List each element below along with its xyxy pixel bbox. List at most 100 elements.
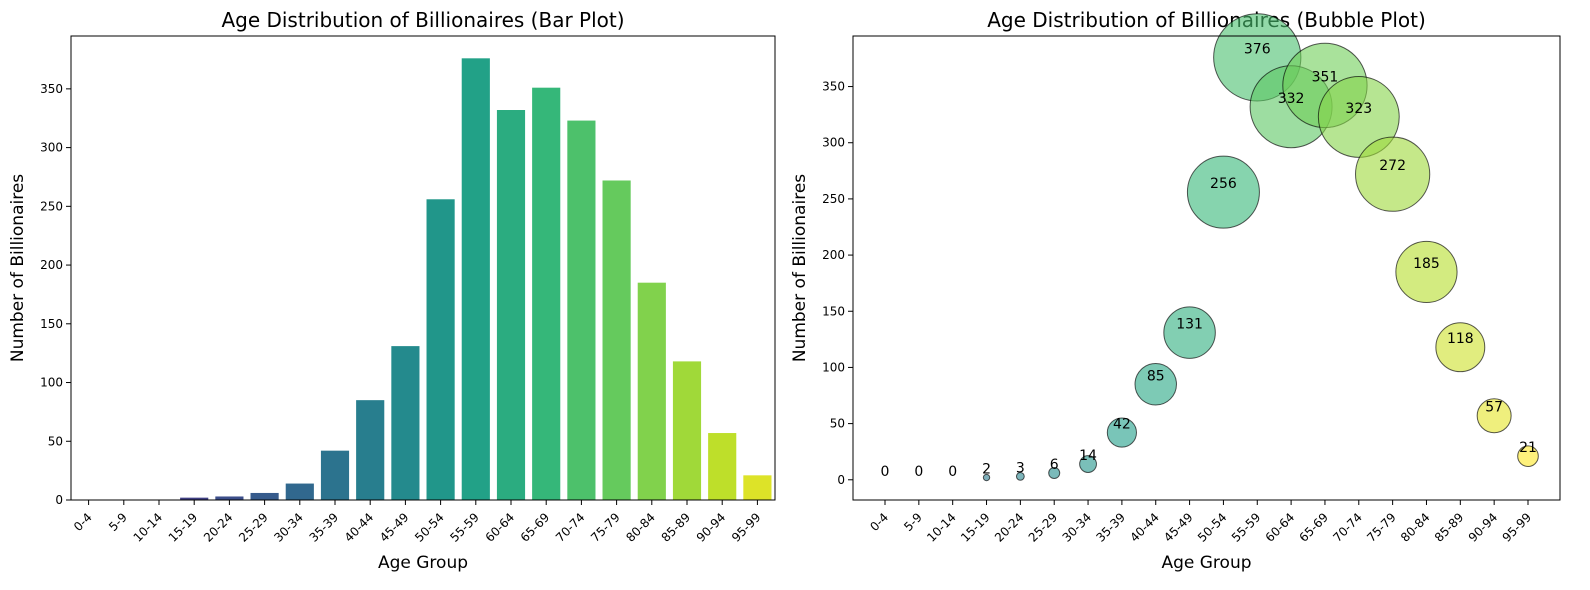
y-tick-label: 150 [822, 304, 845, 318]
bubble [1048, 467, 1061, 480]
bubble-data-label: 21 [1519, 440, 1537, 456]
bubble-data-label: 85 [1147, 368, 1165, 384]
bubble [1355, 136, 1431, 212]
bar [320, 450, 350, 500]
y-tick-label: 0 [55, 493, 63, 507]
bar-chart-bars [180, 58, 772, 501]
bubble [1079, 455, 1097, 473]
bubble-data-label: 42 [1113, 417, 1131, 433]
bubble [1163, 306, 1216, 359]
x-tick-label: 40-44 [342, 510, 377, 545]
x-tick-label: 5-9 [901, 510, 925, 534]
x-tick-label: 70-74 [1330, 510, 1365, 545]
bar [743, 475, 772, 500]
x-tick-label: 65-69 [1297, 510, 1332, 545]
bubble [1134, 363, 1177, 406]
y-tick-label: 250 [40, 199, 63, 213]
x-tick-label: 95-99 [1500, 510, 1535, 545]
bar [356, 400, 385, 500]
x-tick-label: 45-49 [377, 510, 412, 545]
bubble-chart-y-axis-label: Number of Billionaires [790, 174, 810, 362]
bar-chart-y-axis-label: Number of Billionaires [8, 174, 28, 362]
bar [285, 483, 314, 500]
x-tick-label: 15-19 [958, 510, 993, 545]
x-tick-label: 95-99 [729, 510, 764, 545]
y-tick-label: 350 [822, 80, 845, 94]
x-tick-label: 60-64 [1263, 510, 1298, 545]
bar [391, 346, 420, 500]
plot-frame [70, 35, 776, 501]
bar [180, 497, 209, 500]
y-tick-label: 200 [40, 258, 63, 272]
x-tick-label: 50-54 [1195, 510, 1230, 545]
x-tick-label: 30-34 [1060, 510, 1095, 545]
bar [567, 120, 596, 501]
bubble [1015, 472, 1025, 481]
x-tick-label: 35-39 [307, 510, 342, 545]
x-tick-label: 35-39 [1093, 510, 1128, 545]
bar [637, 282, 666, 500]
bubble [1317, 75, 1400, 158]
bar [250, 492, 279, 500]
y-tick-label: 50 [830, 417, 845, 431]
x-tick-label: 20-24 [201, 510, 236, 545]
bar-chart-title: Age Distribution of Billionaires (Bar Pl… [221, 8, 624, 32]
y-tick-label: 50 [48, 434, 63, 448]
x-tick-label: 25-29 [236, 510, 271, 545]
bubble-data-label: 272 [1379, 158, 1406, 174]
x-tick-label: 15-19 [166, 510, 201, 545]
bubble-chart-bubbles [982, 13, 1539, 482]
bubble-data-label: 332 [1278, 91, 1305, 107]
x-tick-label: 0-4 [867, 510, 891, 534]
x-tick-label: 90-94 [694, 510, 729, 545]
bubble [1517, 445, 1539, 467]
bubble [982, 473, 991, 482]
bar [215, 496, 244, 500]
x-tick-label: 85-89 [1432, 510, 1467, 545]
x-tick-label: 60-64 [483, 510, 518, 545]
bubble [1435, 322, 1486, 373]
bubble-data-label: 323 [1345, 101, 1372, 117]
bubble-data-label: 2 [982, 462, 991, 478]
bar [672, 361, 702, 500]
bubble-data-label: 57 [1485, 400, 1503, 416]
x-tick-label: 80-84 [623, 510, 658, 545]
x-tick-label: 10-14 [131, 510, 166, 545]
x-tick-label: 50-54 [412, 510, 447, 545]
bubble-data-label: 6 [1050, 457, 1059, 473]
bubble-data-label: 118 [1447, 331, 1474, 347]
y-tick-label: 150 [40, 317, 63, 331]
bar [496, 110, 526, 500]
bubble-data-label: 131 [1176, 317, 1203, 333]
y-tick-label: 100 [822, 360, 845, 374]
y-tick-label: 300 [40, 141, 63, 155]
bubble [1395, 240, 1458, 304]
bubble-chart-data-labels: 0 0 0 2 3 6 14 42 85 131 256 376 332 351 323 272 185 118 5… [881, 41, 1537, 479]
y-tick-label: 100 [40, 376, 63, 390]
bar [461, 58, 490, 500]
x-tick-label: 75-79 [588, 510, 623, 545]
y-tick-label: 300 [822, 136, 845, 150]
x-tick-label: 40-44 [1127, 510, 1162, 545]
y-tick-label: 0 [837, 473, 845, 487]
plot-frame [852, 35, 1561, 501]
bubble-chart-x-axis-label: Age Group [1161, 553, 1251, 573]
bubble-data-label: 14 [1079, 448, 1097, 464]
bubble-data-label: 351 [1312, 69, 1339, 85]
x-tick-label: 20-24 [992, 510, 1027, 545]
x-tick-label: 65-69 [518, 510, 553, 545]
bar [426, 199, 455, 500]
bubble-data-label: 185 [1413, 256, 1440, 272]
bubble [1106, 417, 1137, 448]
x-tick-label: 30-34 [271, 510, 306, 545]
x-tick-label: 90-94 [1466, 510, 1501, 545]
bubble-data-label: 0 [881, 464, 890, 480]
x-tick-label: 85-89 [659, 510, 694, 545]
x-tick-label: 5-9 [106, 510, 130, 534]
y-tick-label: 250 [822, 192, 845, 206]
bubble-data-label: 376 [1244, 41, 1271, 57]
x-tick-label: 10-14 [924, 510, 959, 545]
y-tick-label: 350 [40, 82, 63, 96]
x-tick-label: 70-74 [553, 510, 588, 545]
